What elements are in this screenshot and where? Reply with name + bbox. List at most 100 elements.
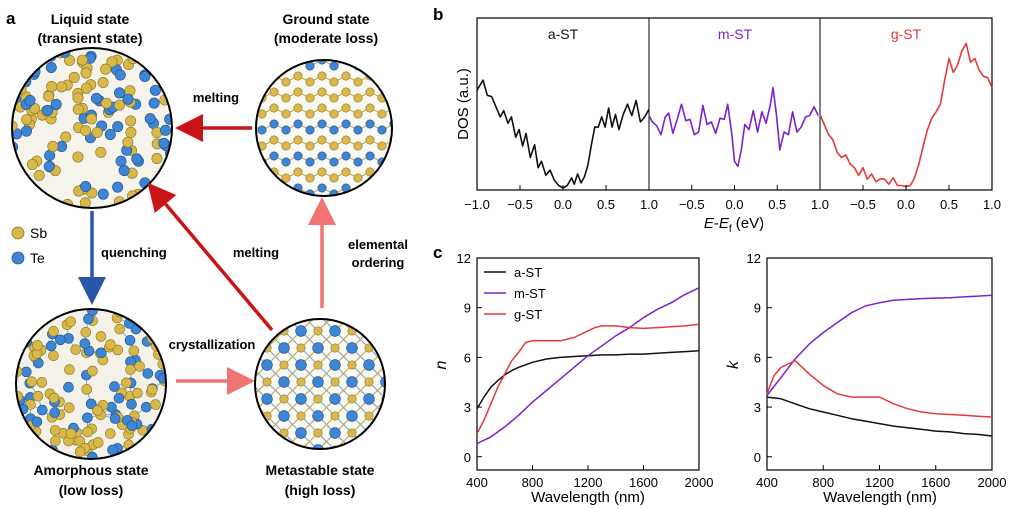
bond [256, 171, 263, 179]
dos-series-g-ST [819, 42, 993, 188]
te-atom [257, 125, 267, 135]
bond [369, 60, 383, 67]
te-atom [107, 444, 118, 456]
sb-atom [82, 426, 93, 438]
sb-atom [402, 110, 410, 118]
sb-atom [100, 97, 112, 109]
sb-atom [331, 310, 339, 318]
sb-atom [86, 113, 98, 125]
te-atom [363, 427, 375, 439]
te-atom [329, 125, 339, 135]
bond [161, 310, 166, 322]
sb-atom [32, 340, 43, 351]
dos-label-m-st: m-ST [718, 26, 753, 42]
dos-label-a-st: a-ST [548, 26, 579, 42]
sb-atom [246, 327, 254, 335]
te-atom [126, 398, 137, 410]
sb-atom [151, 153, 163, 165]
sb-atom [48, 392, 60, 404]
te-atom [269, 60, 279, 65]
te-atom [312, 444, 324, 449]
sb-atom [43, 90, 55, 102]
sb-atom [100, 63, 112, 75]
sb-atom [246, 88, 254, 96]
bond [156, 335, 163, 347]
te-atom [398, 292, 409, 303]
bond [386, 297, 403, 314]
dos-ylabel: DOS (a.u.) [455, 68, 472, 140]
n-plot: 0 3 6 9 12 400 800 1200 1600 2000 [457, 251, 714, 490]
te-atom [402, 190, 410, 198]
sb-atom [33, 169, 45, 181]
bond [386, 416, 403, 433]
sb-atom [341, 87, 351, 97]
dos-label-g-st: g-ST [891, 26, 922, 42]
te-atom [261, 393, 273, 405]
te-atom [228, 428, 239, 439]
te-atom [329, 427, 341, 439]
sb-atom [280, 293, 288, 301]
xtick-label: 400 [756, 475, 778, 490]
sb-atom [95, 146, 107, 158]
te-atom [281, 189, 291, 196]
sb-atom [246, 429, 254, 437]
te-atom [346, 410, 358, 422]
bond [394, 188, 406, 194]
sb-atom [353, 77, 363, 87]
te-atom [295, 359, 307, 371]
metastable-state-subtitle: (high loss) [285, 482, 356, 498]
bond [381, 60, 392, 67]
bond [403, 365, 420, 382]
sb-atom [317, 87, 327, 97]
panel-c: c 0 3 6 9 12 400 800 1200 1600 2000 0 3 6 9 12 400 800 1… [433, 243, 1006, 506]
sb-atom [389, 87, 392, 97]
dos-xtick-label: −0.5 [850, 197, 876, 212]
sb-atom [25, 186, 37, 198]
te-legend-label: Te [30, 250, 45, 266]
te-atom [124, 335, 136, 346]
te-atom [380, 342, 385, 354]
sb-atom [21, 114, 33, 126]
te-atom [45, 62, 57, 74]
sb-atom [146, 384, 158, 395]
sb-atom [353, 93, 363, 103]
te-atom [317, 119, 327, 129]
ytick-label: 3 [754, 400, 761, 415]
bond [386, 416, 403, 433]
sb-atom [132, 387, 143, 399]
te-atom [19, 190, 31, 202]
te-atom [293, 60, 303, 65]
te-atom [365, 60, 375, 65]
ground-state-subtitle: (moderate loss) [274, 30, 378, 46]
te-atom [398, 428, 409, 439]
te-atom [80, 181, 92, 193]
te-atom [380, 444, 385, 449]
sb-atom [402, 142, 410, 150]
sb-atom [365, 135, 375, 145]
te-atom [377, 189, 387, 196]
bond [233, 467, 250, 484]
sb-atom [389, 71, 392, 81]
te-atom [365, 183, 375, 193]
kPlot-series-g-ST [766, 359, 993, 418]
bond [368, 319, 385, 332]
bond [394, 172, 406, 178]
sb-atom [257, 77, 267, 87]
bond [133, 451, 143, 459]
sb-atom [12, 199, 19, 208]
sb-atom [76, 54, 88, 66]
te-atom [305, 125, 315, 135]
te-atom [346, 319, 358, 320]
sb-atom [49, 425, 61, 436]
sb-legend-label: Sb [30, 225, 47, 241]
bond [386, 297, 403, 314]
sb-atom [26, 313, 38, 324]
ytick-label: 6 [464, 350, 471, 365]
sb-atom [21, 309, 33, 316]
sb-atom [281, 109, 291, 119]
sb-atom [305, 93, 315, 103]
sb-atom [293, 87, 303, 97]
sb-atom [138, 440, 150, 451]
bond [255, 432, 268, 449]
ytick-label: 12 [747, 251, 761, 266]
